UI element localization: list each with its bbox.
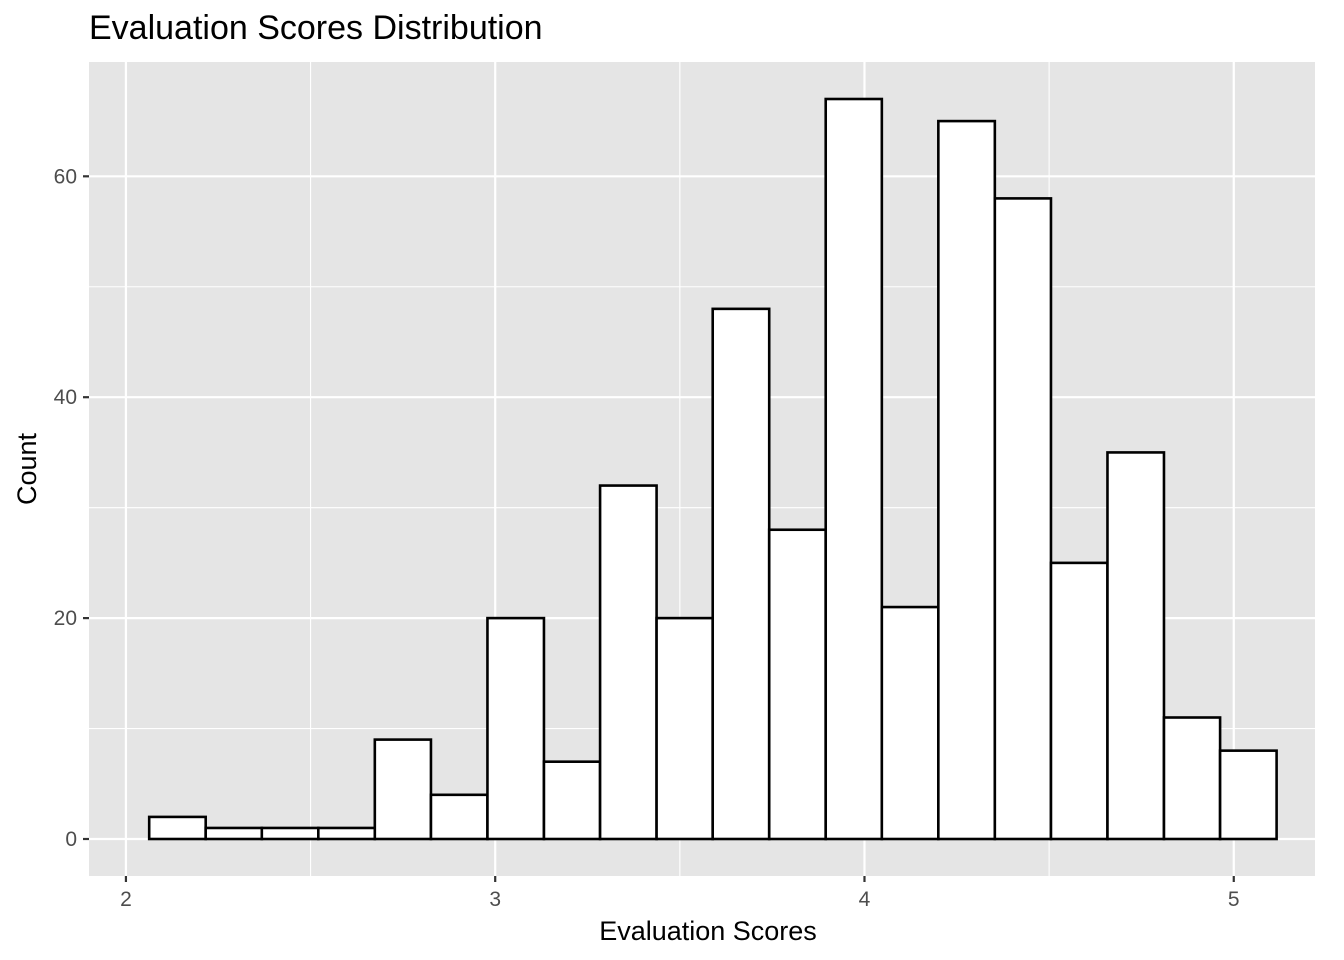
chart-title: Evaluation Scores Distribution (89, 9, 543, 47)
histogram-bar (655, 616, 715, 841)
x-tick-label: 2 (120, 888, 132, 911)
histogram-bar (1106, 451, 1166, 841)
histogram-bar (204, 826, 264, 841)
histogram-bar (1162, 716, 1222, 841)
histogram-bar (317, 826, 377, 841)
histogram-bar (824, 97, 884, 841)
histogram-bar (1049, 561, 1109, 841)
histogram-bar (373, 738, 433, 841)
histogram-bar (486, 616, 546, 841)
histogram-bar (880, 605, 940, 841)
y-tick-label: 20 (54, 607, 77, 630)
x-tick-label: 5 (1228, 888, 1240, 911)
y-tick-label: 60 (54, 165, 77, 188)
x-axis-title: Evaluation Scores (599, 916, 817, 946)
histogram-bar (147, 815, 207, 841)
y-axis-title: Count (12, 432, 42, 505)
histogram-bar (767, 528, 828, 841)
x-tick-label: 3 (489, 888, 501, 911)
histogram-bar (993, 197, 1053, 841)
histogram-bar (429, 793, 489, 841)
histogram-bar (711, 307, 771, 841)
histogram-bar (937, 119, 997, 841)
histogram-bar (598, 484, 658, 841)
histogram-bar (260, 826, 320, 841)
axis-ticks: 2 3 4 5 0 20 40 60 (54, 165, 1240, 911)
y-tick-label: 0 (65, 828, 77, 851)
histogram-bar (542, 760, 602, 841)
x-tick-label: 4 (859, 888, 871, 911)
histogram-bars (147, 97, 1278, 841)
y-tick-label: 40 (54, 386, 77, 409)
histogram-bar (1218, 749, 1278, 841)
